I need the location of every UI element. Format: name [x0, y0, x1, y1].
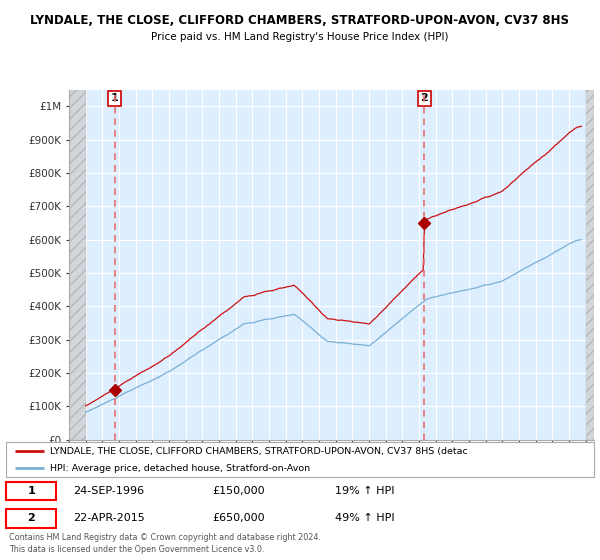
- Text: Price paid vs. HM Land Registry's House Price Index (HPI): Price paid vs. HM Land Registry's House …: [151, 32, 449, 43]
- Text: HPI: Average price, detached house, Stratford-on-Avon: HPI: Average price, detached house, Stra…: [50, 464, 310, 473]
- Text: This data is licensed under the Open Government Licence v3.0.: This data is licensed under the Open Gov…: [9, 545, 265, 554]
- Text: £150,000: £150,000: [212, 486, 265, 496]
- Text: LYNDALE, THE CLOSE, CLIFFORD CHAMBERS, STRATFORD-UPON-AVON, CV37 8HS: LYNDALE, THE CLOSE, CLIFFORD CHAMBERS, S…: [31, 14, 569, 27]
- Text: Contains HM Land Registry data © Crown copyright and database right 2024.: Contains HM Land Registry data © Crown c…: [9, 533, 321, 542]
- Text: 1: 1: [28, 486, 35, 496]
- Text: 1: 1: [110, 94, 118, 104]
- Text: 2: 2: [420, 94, 428, 104]
- Text: 24-SEP-1996: 24-SEP-1996: [74, 486, 145, 496]
- Text: LYNDALE, THE CLOSE, CLIFFORD CHAMBERS, STRATFORD-UPON-AVON, CV37 8HS (detac: LYNDALE, THE CLOSE, CLIFFORD CHAMBERS, S…: [50, 446, 468, 455]
- Text: £650,000: £650,000: [212, 514, 265, 524]
- FancyBboxPatch shape: [6, 482, 56, 500]
- Text: 49% ↑ HPI: 49% ↑ HPI: [335, 514, 395, 524]
- Bar: [586, 90, 594, 440]
- Bar: [69, 90, 86, 440]
- Text: 19% ↑ HPI: 19% ↑ HPI: [335, 486, 395, 496]
- FancyBboxPatch shape: [6, 510, 56, 528]
- Text: 2: 2: [28, 514, 35, 524]
- Text: 22-APR-2015: 22-APR-2015: [74, 514, 145, 524]
